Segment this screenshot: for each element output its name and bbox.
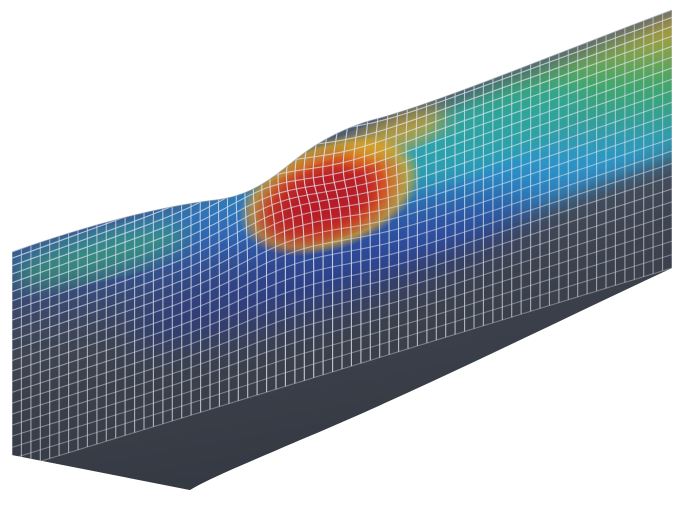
mesh-line-axial bbox=[12, 101, 672, 331]
mesh-line-axial bbox=[12, 125, 672, 351]
mesh-line-axial bbox=[12, 113, 672, 341]
mesh-line-axial bbox=[12, 56, 672, 293]
mesh-line-axial bbox=[12, 150, 672, 372]
mesh-line-axial bbox=[12, 162, 672, 383]
mesh-line-axial bbox=[12, 25, 672, 267]
mesh-line-axial bbox=[12, 214, 672, 426]
mesh-line-axial bbox=[12, 78, 672, 311]
mesh-line-axial bbox=[12, 267, 672, 471]
mesh-line-axial bbox=[12, 35, 672, 275]
mesh-line-axial bbox=[12, 90, 672, 321]
mesh-line-axial bbox=[12, 45, 672, 284]
mesh-line-axial bbox=[12, 188, 672, 404]
mesh-line-axial bbox=[12, 227, 672, 437]
mesh-line-axial bbox=[12, 240, 672, 448]
mesh-line-axial bbox=[12, 67, 672, 302]
pipe-top-edge bbox=[11, 9, 673, 253]
mesh-line-axial bbox=[12, 137, 672, 362]
mesh-line-axial bbox=[12, 201, 672, 415]
mesh-line-axial bbox=[12, 254, 672, 460]
mesh-line-axial bbox=[12, 175, 672, 393]
